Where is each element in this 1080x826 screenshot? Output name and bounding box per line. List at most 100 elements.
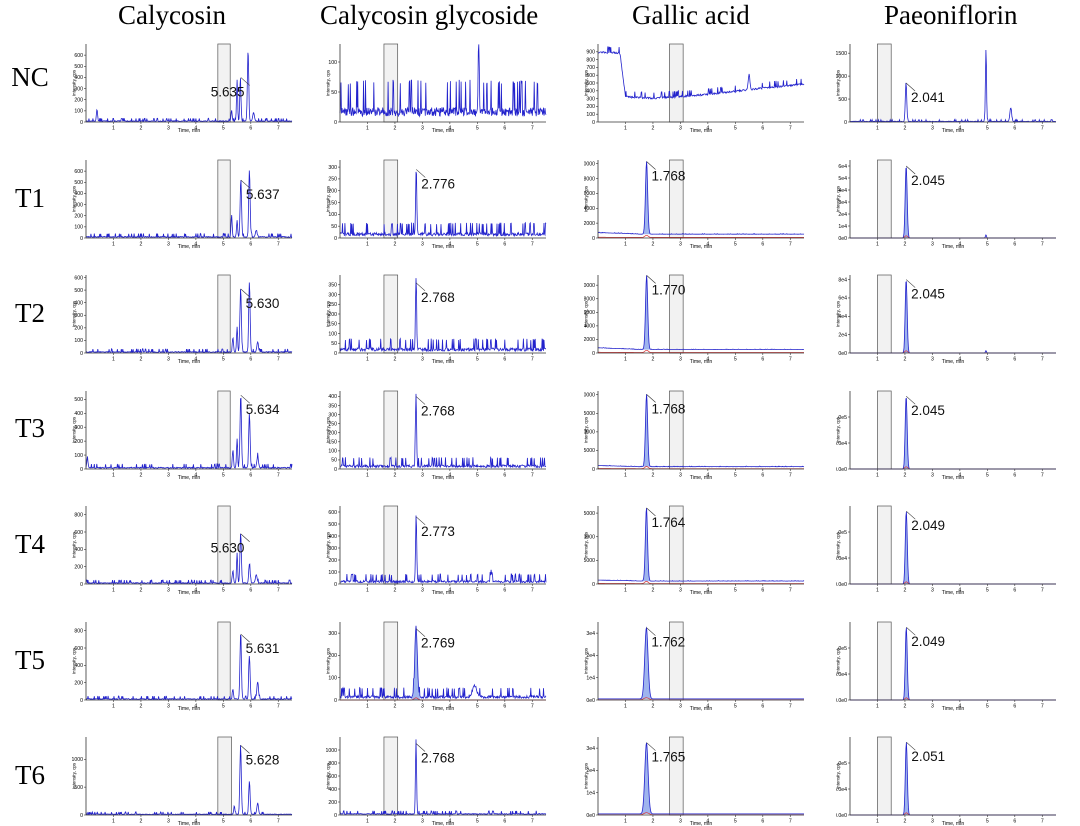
x-tick-label: 2 — [651, 588, 654, 594]
x-tick-label: 6 — [249, 126, 252, 132]
y-tick-label: 0 — [80, 236, 83, 242]
chart-Paeoniflorin-T1: 0e0 1e4 2e4 3e4 4e4 5e4 6e4 1 2 3 4 5 6 7 Time, min Int… — [836, 159, 1056, 249]
y-tick-label: 1000 — [836, 74, 847, 80]
x-tick-label: 3 — [679, 126, 682, 132]
x-tick-label: 1 — [624, 588, 627, 594]
secondary-trace — [598, 349, 804, 353]
y-axis-label: Intensity, cps — [584, 531, 589, 558]
y-tick-label: 100 — [74, 453, 83, 459]
y-axis-label: Intensity, cps — [72, 531, 77, 558]
x-tick-label: 1 — [876, 242, 879, 248]
x-tick-label: 6 — [1013, 242, 1016, 248]
chromatogram-trace — [85, 170, 293, 239]
x-tick-label: 7 — [789, 588, 792, 594]
y-axis-label: Intensity, cps — [836, 300, 841, 327]
y-tick-label: 200 — [328, 431, 337, 437]
y-tick-label: 0 — [334, 467, 337, 473]
x-axis-label: Time, min — [690, 359, 713, 364]
annotation-leader — [415, 743, 426, 752]
x-tick-label: 5 — [986, 704, 989, 710]
x-tick-label: 4 — [194, 126, 197, 132]
rt-window — [383, 505, 399, 585]
x-tick-label: 1 — [366, 588, 369, 594]
retention-time-label: 5.631 — [246, 641, 280, 656]
x-tick-label: 7 — [789, 126, 792, 132]
y-tick-label: 200 — [328, 558, 337, 564]
annotation-leader — [240, 288, 250, 298]
x-tick-label: 7 — [531, 473, 534, 479]
x-axis-label: Time, min — [178, 244, 201, 249]
annotation-leader — [646, 507, 656, 517]
x-axis-label: Time, min — [690, 590, 713, 595]
y-tick-label: 500 — [74, 288, 83, 294]
column-title-calycosin: Calycosin — [118, 0, 226, 30]
y-tick-label: 300 — [328, 546, 337, 552]
retention-time-label: 5.630 — [246, 296, 280, 311]
x-tick-label: 3 — [931, 473, 934, 479]
y-tick-label: 4000 — [584, 206, 595, 212]
y-tick-label: 1.0e5 — [836, 415, 847, 421]
y-tick-label: 4e4 — [838, 314, 847, 320]
x-tick-label: 4 — [194, 819, 197, 825]
y-tick-label: 400 — [328, 394, 337, 400]
rt-window — [217, 274, 231, 354]
x-tick-label: 3 — [167, 473, 170, 479]
chart-CalycosinGlycoside-T3: 0 50 100 150 200 250 300 350 400 1 2 3 4 5 6 7 Time, min… — [326, 390, 547, 480]
y-tick-label: 300 — [74, 313, 83, 319]
chart-GallicAcid-T3: 0 5000 10000 15000 20000 1 2 3 4 5 6 7 Time, min Inte… — [584, 390, 805, 480]
x-tick-label: 5 — [986, 357, 989, 363]
y-tick-label: 500 — [838, 97, 847, 103]
x-tick-label: 3 — [931, 357, 934, 363]
x-tick-label: 7 — [277, 819, 280, 825]
x-tick-label: 7 — [1041, 704, 1044, 710]
chromatogram-trace — [597, 161, 805, 235]
x-tick-label: 2 — [393, 242, 396, 248]
x-axis-label: Time, min — [178, 128, 201, 133]
annotation-leader — [240, 179, 251, 189]
y-tick-label: 350 — [328, 283, 337, 289]
x-tick-label: 1 — [624, 357, 627, 363]
chart-Calycosin-T3: 0 100 200 300 400 500 1 2 3 4 5 6 7 Time, min Intensit… — [72, 390, 293, 480]
y-axis-label: Intensity, cps — [836, 647, 841, 674]
rt-window — [383, 736, 399, 816]
y-tick-label: 0 — [80, 351, 83, 357]
x-tick-label: 1 — [876, 473, 879, 479]
y-tick-label: 0 — [334, 120, 337, 126]
x-tick-label: 6 — [761, 357, 764, 363]
secondary-trace — [598, 581, 804, 584]
y-tick-label: 0.0e0 — [836, 813, 847, 819]
x-tick-label: 4 — [706, 473, 709, 479]
retention-time-label: 2.049 — [911, 518, 945, 533]
x-tick-label: 4 — [958, 588, 961, 594]
x-tick-label: 7 — [789, 242, 792, 248]
x-tick-label: 5 — [476, 819, 479, 825]
y-tick-label: 1e4 — [586, 791, 595, 797]
x-tick-label: 2 — [393, 473, 396, 479]
row-label-t3: T3 — [15, 413, 45, 443]
x-tick-label: 3 — [931, 588, 934, 594]
y-tick-label: 0.0e0 — [836, 698, 847, 704]
y-axis-label: Intensity, cps — [326, 300, 331, 327]
y-tick-label: 200 — [74, 564, 83, 570]
y-tick-label: 200 — [74, 439, 83, 445]
x-tick-label: 7 — [531, 357, 534, 363]
y-tick-label: 500 — [328, 522, 337, 528]
x-tick-label: 2 — [139, 819, 142, 825]
x-tick-label: 5 — [734, 473, 737, 479]
x-tick-label: 4 — [448, 242, 451, 248]
chart-Paeoniflorin-T6: 0.0e0 5.0e4 1.0e5 1 2 3 4 5 6 7 Time, min Intensity… — [836, 736, 1056, 826]
y-tick-label: 300 — [586, 96, 595, 102]
y-tick-label: 50 — [331, 224, 337, 230]
x-axis-label: Time, min — [942, 359, 965, 364]
retention-time-label: 2.049 — [911, 634, 945, 649]
annotation-leader — [646, 394, 656, 403]
x-tick-label: 7 — [1041, 126, 1044, 132]
x-tick-label: 1 — [112, 242, 115, 248]
x-tick-label: 4 — [448, 588, 451, 594]
x-tick-label: 6 — [761, 126, 764, 132]
x-axis-label: Time, min — [690, 706, 713, 711]
x-tick-label: 5 — [222, 357, 225, 363]
y-tick-label: 8000 — [584, 297, 595, 303]
x-tick-label: 5 — [476, 357, 479, 363]
retention-time-label: 2.768 — [421, 403, 455, 418]
